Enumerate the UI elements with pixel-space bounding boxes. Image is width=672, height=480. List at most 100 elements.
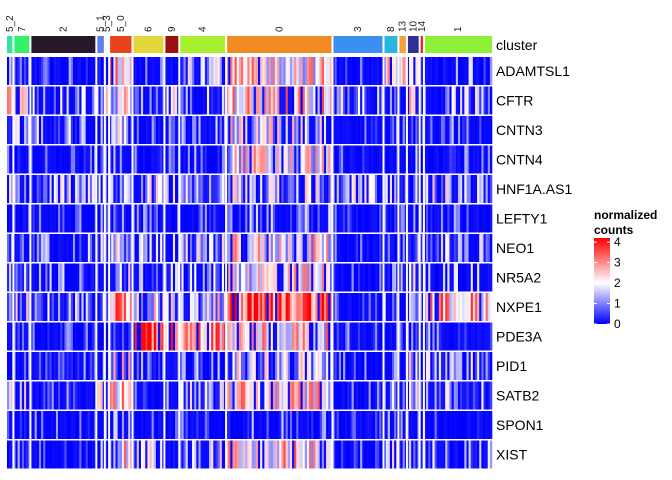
heatmap-cell — [413, 234, 416, 262]
heatmap-cell — [100, 263, 104, 292]
heatmap-cell — [272, 175, 276, 203]
heatmap-cell — [336, 352, 340, 380]
heatmap-cell — [345, 86, 348, 115]
heatmap-cell — [113, 204, 116, 233]
heatmap-cell — [402, 381, 406, 410]
heatmap-cell — [187, 381, 191, 410]
heatmap-cell — [79, 145, 82, 174]
heatmap-cell — [238, 86, 242, 115]
heatmap-cell — [413, 57, 416, 85]
heatmap-cell — [36, 86, 40, 115]
heatmap-cell — [258, 440, 261, 469]
heatmap-cell — [375, 57, 378, 85]
heatmap-cell — [21, 234, 25, 262]
heatmap-cell — [419, 293, 423, 321]
heatmap-cell — [362, 263, 365, 292]
heatmap-cell — [226, 411, 229, 439]
heatmap-cell — [326, 352, 329, 380]
heatmap-cell — [345, 175, 348, 203]
heatmap-cell — [400, 381, 403, 410]
heatmap-cell — [462, 352, 465, 380]
heatmap-cell — [264, 322, 267, 351]
heatmap-cell — [30, 175, 33, 203]
heatmap-cell — [17, 381, 21, 410]
heatmap-cell — [443, 175, 446, 203]
heatmap-cell — [328, 57, 331, 85]
heatmap-cell — [49, 86, 52, 115]
heatmap-cell — [357, 411, 361, 439]
heatmap-cell — [447, 352, 450, 380]
heatmap-cell — [338, 263, 342, 292]
heatmap-cell — [185, 204, 189, 233]
heatmap-cell — [366, 86, 369, 115]
heatmap-cell — [51, 381, 55, 410]
heatmap-cell — [453, 86, 457, 115]
heatmap-cell — [285, 234, 289, 262]
heatmap-cell — [96, 411, 99, 439]
heatmap-cell — [451, 57, 455, 85]
heatmap-cell — [164, 263, 167, 292]
heatmap-cell — [62, 57, 65, 85]
heatmap-cell — [434, 322, 437, 351]
heatmap-cell — [41, 116, 44, 144]
heatmap-cell — [85, 175, 89, 203]
heatmap-cell — [309, 440, 312, 469]
heatmap-cell — [466, 116, 469, 144]
heatmap-cell — [196, 352, 199, 380]
heatmap-cell — [26, 57, 29, 85]
heatmap-cell — [315, 381, 318, 410]
heatmap-cell — [219, 352, 223, 380]
heatmap-cell — [66, 411, 69, 439]
heatmap-cell — [440, 145, 444, 174]
heatmap-cell — [302, 293, 306, 321]
heatmap-cell — [279, 411, 282, 439]
heatmap-cell — [170, 322, 174, 351]
heatmap-cell — [260, 411, 263, 439]
heatmap-cell — [311, 263, 314, 292]
heatmap-cell — [51, 116, 55, 144]
heatmap-cell — [479, 411, 482, 439]
heatmap-cell — [21, 411, 25, 439]
heatmap-cell — [153, 381, 157, 410]
heatmap-cell — [311, 440, 314, 469]
heatmap-cell — [304, 440, 308, 469]
heatmap-cell — [445, 440, 448, 469]
heatmap-cell — [168, 263, 172, 292]
heatmap-cell — [81, 145, 84, 174]
heatmap-cell — [323, 116, 327, 144]
heatmap-cell — [183, 116, 186, 144]
heatmap-cell — [70, 322, 74, 351]
heatmap-cell — [51, 352, 55, 380]
heatmap-cell — [113, 440, 116, 469]
heatmap-cell — [104, 352, 108, 380]
heatmap-cell — [194, 145, 197, 174]
heatmap-cell — [149, 381, 152, 410]
heatmap-cell — [7, 263, 10, 292]
heatmap-cell — [68, 263, 72, 292]
heatmap-cell — [238, 204, 242, 233]
heatmap-cell — [428, 381, 431, 410]
heatmap-cell — [432, 322, 435, 351]
heatmap-cell — [172, 175, 176, 203]
heatmap-cell — [121, 57, 125, 85]
heatmap-cell — [36, 440, 40, 469]
heatmap-cell — [62, 234, 65, 262]
heatmap-cell — [349, 293, 352, 321]
heatmap-cell — [183, 145, 186, 174]
heatmap-cell — [128, 440, 131, 469]
heatmap-cell — [251, 234, 255, 262]
heatmap-cell — [96, 175, 99, 203]
heatmap-cell — [206, 263, 210, 292]
heatmap-cell — [455, 145, 459, 174]
heatmap-cell — [75, 57, 78, 85]
heatmap-cell — [123, 204, 127, 233]
heatmap-cell — [362, 57, 365, 85]
heatmap-cell — [434, 86, 437, 115]
heatmap-cell — [145, 263, 148, 292]
heatmap-cell — [77, 116, 80, 144]
heatmap-cell — [143, 175, 146, 203]
heatmap-cell — [298, 381, 301, 410]
heatmap-cell — [321, 293, 325, 321]
heatmap-cell — [34, 440, 38, 469]
heatmap-cell — [189, 263, 193, 292]
